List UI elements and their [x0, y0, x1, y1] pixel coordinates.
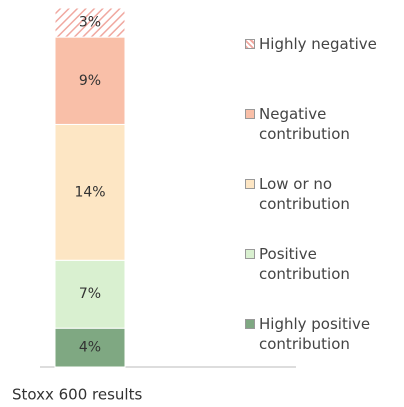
value-label: 7%: [79, 286, 101, 302]
legend-label: Low or no contribution: [259, 175, 350, 213]
legend-item: Negative contribution: [245, 104, 395, 144]
legend-label: Positive contribution: [259, 245, 350, 283]
legend-label: Highly positive contribution: [259, 315, 371, 353]
value-label: 3%: [79, 15, 101, 31]
legend-label: Negative contribution: [259, 105, 350, 143]
legend-swatch: [245, 319, 255, 329]
legend-label: Highly negative: [259, 35, 377, 53]
legend-item: Highly positive contribution: [245, 314, 395, 354]
legend-item: Highly negative: [245, 34, 395, 54]
value-label: 4%: [79, 340, 101, 356]
legend-swatch: [245, 109, 255, 119]
legend-item: Positive contribution: [245, 244, 395, 284]
x-tick-label: Stoxx 600 results: [12, 386, 142, 404]
bar-segment: [54, 327, 126, 368]
bar-segment: [54, 259, 126, 329]
bar-segment: [54, 123, 126, 261]
legend-item: Low or no contribution: [245, 174, 395, 214]
bar-segment: [54, 7, 126, 38]
value-label: 9%: [79, 73, 101, 89]
legend-swatch: [245, 39, 255, 49]
legend-swatch: [245, 179, 255, 189]
legend-swatch: [245, 249, 255, 259]
value-label: 14%: [74, 184, 105, 200]
